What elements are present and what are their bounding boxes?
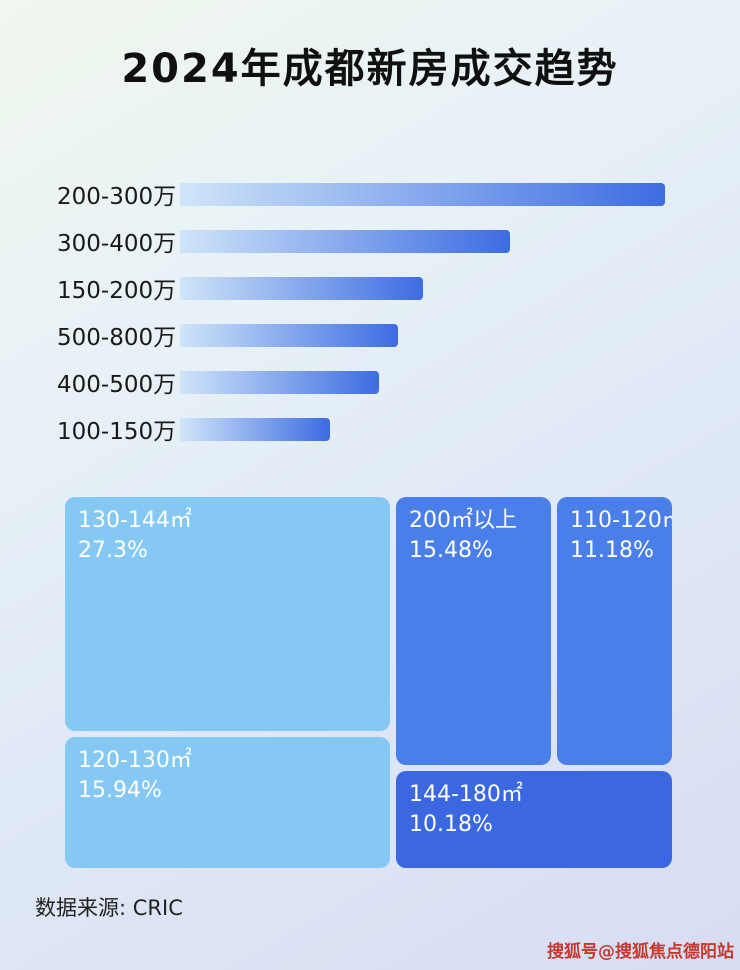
treemap-block-label: 200㎡以上 <box>409 508 517 533</box>
bar-row: 200-300万 <box>57 182 665 210</box>
bar-track <box>180 276 665 300</box>
treemap-block: 110-120㎡ 11.18% <box>557 497 672 765</box>
treemap-block-value: 11.18% <box>570 537 654 563</box>
treemap-chart: 130-144㎡ 27.3% 120-130㎡ 15.94% 200㎡以上 15.48% 1… <box>65 497 672 868</box>
bar-track <box>180 182 665 206</box>
bar-track <box>180 323 665 347</box>
bar-chart: 200-300万 300-400万 150-200万 500-800万 400-500万… <box>57 182 665 464</box>
bar <box>180 276 423 300</box>
treemap-block-value: 27.3% <box>78 537 148 563</box>
bar-category-label: 200-300万 <box>57 184 177 210</box>
treemap-block-label: 130-144㎡ <box>78 508 192 533</box>
bar-row: 500-800万 <box>57 323 665 351</box>
treemap-block-value: 15.94% <box>78 777 162 803</box>
bar <box>180 417 331 441</box>
bar <box>180 182 665 206</box>
watermark-text: 搜狐号@搜狐焦点德阳站 <box>547 942 734 962</box>
bar-category-label: 100-150万 <box>57 419 177 445</box>
treemap-block-label: 144-180㎡ <box>409 782 523 807</box>
treemap-block-label: 110-120㎡ <box>570 508 672 533</box>
treemap-block-value: 15.48% <box>409 537 493 563</box>
bar-category-label: 300-400万 <box>57 231 177 257</box>
treemap-block-label: 120-130㎡ <box>78 748 192 773</box>
treemap-block: 120-130㎡ 15.94% <box>65 737 390 868</box>
treemap-block: 200㎡以上 15.48% <box>396 497 551 765</box>
bar <box>180 323 399 347</box>
bar-row: 300-400万 <box>57 229 665 257</box>
bar-track <box>180 229 665 253</box>
bar-row: 100-150万 <box>57 417 665 445</box>
bar-category-label: 400-500万 <box>57 372 177 398</box>
bar-row: 400-500万 <box>57 370 665 398</box>
treemap-block-value: 10.18% <box>409 811 493 837</box>
treemap-block: 130-144㎡ 27.3% <box>65 497 390 731</box>
bar-track <box>180 370 665 394</box>
bar <box>180 229 510 253</box>
bar <box>180 370 379 394</box>
page-title: 2024年成都新房成交趋势 <box>121 46 619 92</box>
bar-category-label: 500-800万 <box>57 325 177 351</box>
bar-row: 150-200万 <box>57 276 665 304</box>
bar-category-label: 150-200万 <box>57 278 177 304</box>
bar-track <box>180 417 665 441</box>
treemap-block: 144-180㎡ 10.18% <box>396 771 672 868</box>
data-source-label: 数据来源: CRIC <box>35 896 183 920</box>
